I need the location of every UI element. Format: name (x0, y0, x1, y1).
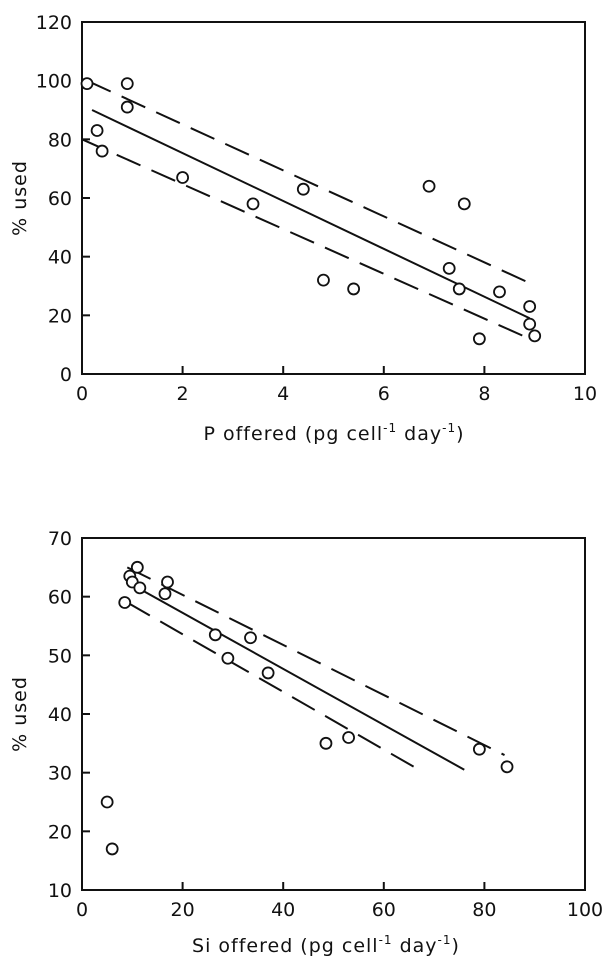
data-point (457, 197, 471, 211)
data-point (523, 300, 537, 313)
data-point (95, 144, 109, 158)
y-tick-label: 50 (48, 645, 72, 667)
x-tick-label: 8 (478, 383, 490, 405)
data-point (523, 317, 537, 331)
y-tick-label: 40 (48, 247, 72, 269)
x-tick-labels: 0 20 40 60 80 100 (76, 899, 603, 921)
data-point (161, 575, 174, 589)
upper-confidence-line (86, 79, 531, 284)
data-point (342, 731, 355, 744)
x-axis-title-main: Si offered (pg cell (192, 935, 379, 957)
y-tick-label: 70 (48, 528, 72, 550)
y-tick-label: 60 (48, 587, 72, 609)
x-axis-title-mid: day (397, 423, 442, 445)
data-point (120, 77, 134, 90)
tick-marks (81, 537, 586, 891)
data-point (472, 742, 486, 756)
x-axis-title-sup1: -1 (379, 933, 393, 947)
data-point (493, 285, 506, 299)
chart-si-offered: 10 20 30 40 50 60 70 0 20 40 60 80 100 % used Si of… (9, 528, 603, 957)
regression-line (126, 581, 465, 771)
data-point (528, 329, 542, 343)
data-point (244, 631, 257, 645)
x-axis-title-end: ) (456, 423, 464, 445)
y-tick-label: 120 (36, 12, 72, 34)
data-point (120, 100, 134, 114)
y-tick-label: 0 (60, 364, 72, 386)
data-point (296, 182, 310, 196)
y-tick-label: 20 (48, 821, 72, 843)
data-point (100, 795, 114, 809)
x-axis-title-mid: day (393, 935, 438, 957)
data-point (319, 736, 333, 750)
y-tick-label: 60 (48, 188, 72, 210)
data-point (130, 560, 144, 574)
x-tick-label: 80 (472, 899, 496, 921)
data-point (158, 587, 172, 601)
y-axis-title: % used (9, 160, 31, 236)
lower-confidence-line (126, 601, 420, 771)
y-tick-label: 20 (48, 305, 72, 327)
x-axis-title-sup1: -1 (383, 421, 397, 435)
data-point (208, 628, 222, 642)
x-tick-label: 20 (171, 899, 195, 921)
x-tick-label: 60 (372, 899, 396, 921)
x-axis-title: P offered (pg cell-1 day-1) (204, 421, 465, 445)
x-tick-labels: 0 2 4 6 8 10 (76, 383, 597, 405)
tick-marks (81, 21, 586, 375)
data-point (500, 760, 514, 774)
y-tick-label: 80 (48, 129, 72, 151)
data-point (442, 261, 456, 275)
data-point (347, 282, 361, 296)
data-point (246, 197, 260, 211)
x-axis-title-end: ) (452, 935, 460, 957)
plot-frame (81, 537, 586, 891)
y-tick-label: 100 (36, 71, 72, 93)
plot-frame (81, 21, 586, 375)
y-tick-label: 10 (48, 880, 72, 902)
chart-p-offered: 0 20 40 60 80 100 120 0 2 4 6 8 10 % used P offered… (9, 12, 597, 445)
data-point (422, 179, 436, 193)
y-tick-labels: 10 20 30 40 50 60 70 (48, 528, 72, 902)
y-tick-label: 30 (48, 763, 72, 785)
x-tick-label: 100 (567, 899, 603, 921)
data-point (133, 581, 147, 595)
y-tick-label: 40 (48, 704, 72, 726)
data-point (118, 596, 132, 609)
data-point (472, 332, 486, 346)
x-tick-label: 2 (177, 383, 189, 405)
x-axis-title-sup2: -1 (442, 421, 456, 435)
data-point (317, 273, 330, 287)
data-point (452, 282, 466, 296)
x-tick-label: 10 (573, 383, 597, 405)
lower-confidence-line (81, 138, 531, 340)
x-tick-label: 0 (76, 383, 88, 405)
data-point (176, 171, 190, 184)
x-tick-label: 6 (378, 383, 390, 405)
x-axis-title-main: P offered (pg cell (204, 423, 384, 445)
y-axis-title: % used (9, 676, 31, 752)
data-point (105, 842, 119, 856)
data-points (100, 560, 514, 856)
data-point (261, 666, 275, 680)
x-axis-title-sup2: -1 (438, 933, 452, 947)
x-tick-label: 4 (277, 383, 289, 405)
x-tick-label: 40 (271, 899, 295, 921)
y-tick-labels: 0 20 40 60 80 100 120 (36, 12, 72, 386)
data-points (80, 77, 542, 346)
data-point (80, 77, 94, 90)
upper-confidence-line (126, 566, 505, 756)
x-tick-label: 0 (76, 899, 88, 921)
fit-lines (126, 566, 505, 771)
data-point (221, 651, 235, 665)
data-point (90, 124, 104, 137)
x-axis-title: Si offered (pg cell-1 day-1) (192, 933, 460, 957)
